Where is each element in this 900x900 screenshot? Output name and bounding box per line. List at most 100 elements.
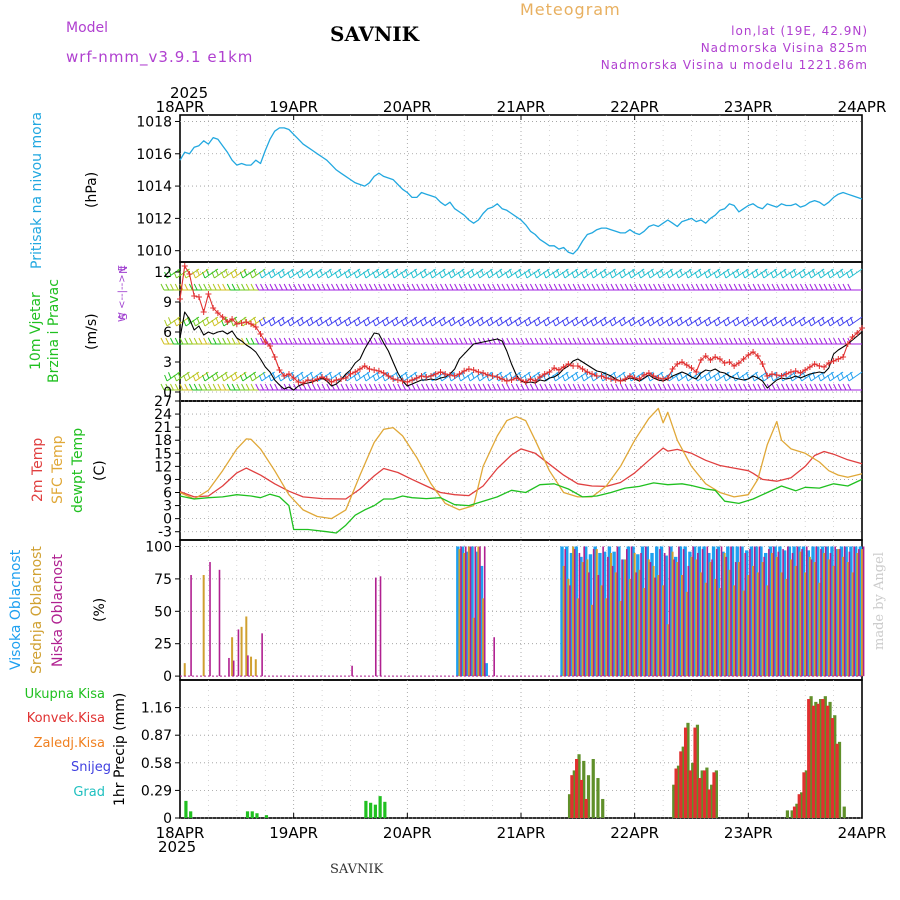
wind-barb [372,268,389,279]
wind-barb [552,316,569,327]
cloud-bar-1 [761,562,764,677]
precip-bar-0 [681,746,685,818]
wind-barb [268,316,285,327]
wind-barb-shaft [166,268,181,279]
wind-barb-feather [605,383,610,391]
precip-bar-1 [802,772,806,818]
wind-barb-feather [463,337,468,345]
temperature-series-2 [179,478,863,534]
wind-barb-shaft [337,268,351,279]
wind-barb-feather [329,269,333,276]
wind-barb-feather [685,374,689,382]
precip-unit: 1hr Precip (mm) [112,692,128,806]
wind-barb-feather [205,372,210,379]
precip-bar-0 [691,762,695,818]
wind-gust-marker [499,376,506,382]
wind-barb-shaft [839,268,853,279]
wind-gust-marker [191,293,198,299]
cloud-bar-2 [597,575,600,677]
model-elevation-label: Nadmorska Visina u modelu 1221.86m [600,58,868,72]
wind-gust-marker [560,364,567,370]
wind-barb-shaft [346,316,361,327]
wind-barb-feather [192,374,196,382]
wind-barb-feather [561,319,566,327]
x-tick-label-bottom: 23APR [724,824,773,842]
wind-barb-feather [647,319,651,327]
cloud-bar-2 [843,546,846,677]
wind-barb-feather [454,337,459,345]
wind-barb-shaft [261,268,276,279]
cloud-bar-0 [465,551,470,677]
cloud-bar-2 [668,546,671,677]
wind-barb-feather [809,383,814,391]
wind-barb-feather [397,337,402,345]
cloud-bar-1 [846,562,849,677]
wind-barb-shaft [469,316,484,327]
wind-barb [325,268,342,279]
wind-barb-feather [713,374,717,382]
wind-barb-feather [433,269,437,276]
wind-gust-marker [612,377,619,383]
wind-barb-feather [850,317,854,324]
wind-barb [666,268,683,279]
precip-bar-0 [837,741,842,818]
cloud-bar-2 [460,546,462,677]
wind-barb-feather [514,319,518,327]
cloud-bar-0 [853,546,858,677]
wind-barb-feather [316,337,321,345]
wind-barb-feather [537,317,541,324]
wind-barb-feather [340,383,345,391]
cloud-bar-2 [862,546,865,677]
precip-bar-0 [828,701,832,818]
precip-bar-1 [679,751,683,818]
wind-barb-shaft [299,316,313,327]
cloud-bar-2 [573,549,576,677]
cloud-bar-0 [782,550,787,677]
wind-barb-feather [620,383,624,391]
cloud-bar-2 [232,660,235,677]
wind-barb [429,268,446,279]
wind-barb-shaft [791,268,806,279]
pressure-series-line [179,127,863,255]
wind-gust-marker [177,296,183,302]
wind-barb-feather [467,319,471,327]
precip-bar-1 [712,772,716,818]
wind-barb-feather [258,319,263,327]
wind-barb-feather [253,269,257,276]
wind-barb-feather [771,383,776,391]
wind-barb-feather [419,271,424,279]
cloud-bar-2 [758,546,761,677]
wind-barb-feather [802,269,807,276]
wind-barb-feather [641,317,645,324]
wind-barb-feather [165,383,170,391]
wind-gust-marker [446,372,453,378]
wind-barb-feather [395,269,399,276]
wind-barb-feather [255,337,260,345]
wind-barb-feather [296,319,301,327]
wind-barb-feather [258,271,263,279]
wind-barb-shaft [233,371,247,382]
wind-barb-feather [799,283,804,291]
wind-barb-shaft [441,316,455,327]
wind-barb-feather [745,372,750,379]
cloud-bar-1 [723,552,726,677]
wind-barb-feather [757,337,762,345]
precip-bar-0 [686,722,690,818]
wind-barb-feather [518,269,522,276]
wind-barb-feather [492,283,496,291]
wind-barb-feather [828,383,833,391]
wind-barb-feather [463,283,468,291]
wind-barb-shaft [621,316,635,327]
wind-barb-feather [539,337,544,345]
precip-bar-0 [572,770,576,818]
wind-barb-feather [567,383,572,391]
wind-barb [192,316,209,327]
cloud-bar-1 [624,559,627,677]
precip-bar-1 [816,703,820,818]
wind-barb [704,316,721,327]
wind-barb-feather [719,283,724,291]
cloud-bar-0 [565,546,569,677]
wind-barb-feather [364,383,369,391]
wind-barb-shaft [545,316,560,327]
wind-barb-feather [458,283,463,291]
